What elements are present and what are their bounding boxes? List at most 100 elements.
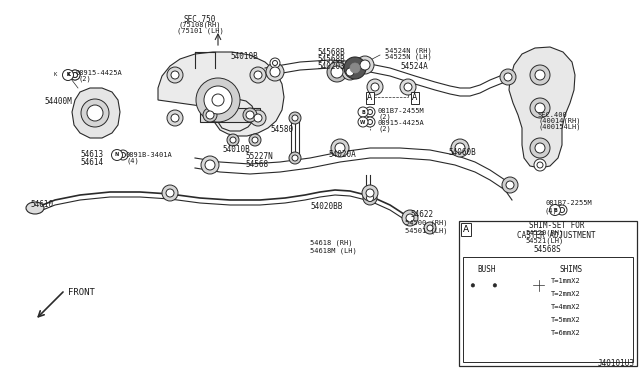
Text: N: N	[115, 153, 119, 157]
Circle shape	[81, 99, 109, 127]
Text: (4): (4)	[126, 158, 139, 164]
Circle shape	[196, 78, 240, 122]
Text: (2): (2)	[378, 126, 391, 132]
Circle shape	[371, 83, 379, 91]
Circle shape	[557, 205, 567, 215]
Circle shape	[212, 94, 224, 106]
Circle shape	[356, 56, 374, 74]
Text: 54568S: 54568S	[534, 245, 562, 254]
Circle shape	[70, 70, 80, 80]
Circle shape	[266, 63, 284, 81]
Text: J40101U3: J40101U3	[598, 359, 635, 368]
Circle shape	[273, 61, 278, 65]
Text: 54521(LH): 54521(LH)	[525, 237, 563, 244]
Text: 081B7-2255M: 081B7-2255M	[545, 200, 592, 206]
Circle shape	[406, 214, 414, 222]
Circle shape	[289, 112, 301, 124]
Text: 54010B: 54010B	[222, 145, 250, 154]
Text: (2): (2)	[78, 76, 91, 83]
Circle shape	[502, 177, 518, 193]
Circle shape	[559, 208, 564, 212]
Circle shape	[327, 62, 347, 82]
Circle shape	[534, 159, 546, 171]
Text: 54613: 54613	[80, 150, 103, 159]
Circle shape	[167, 67, 183, 83]
Text: (75101 (LH): (75101 (LH)	[177, 28, 223, 35]
Circle shape	[70, 70, 80, 80]
Text: 54520(RH): 54520(RH)	[525, 230, 563, 237]
Circle shape	[120, 153, 125, 157]
Circle shape	[363, 191, 377, 205]
Text: W: W	[360, 119, 365, 125]
Circle shape	[366, 189, 374, 197]
Circle shape	[532, 278, 546, 292]
Text: 54614: 54614	[80, 158, 103, 167]
Circle shape	[292, 115, 298, 121]
Text: A: A	[463, 225, 469, 234]
Text: BUSH: BUSH	[477, 265, 496, 274]
Text: 54618M (LH): 54618M (LH)	[310, 247, 356, 253]
Circle shape	[362, 185, 378, 201]
Circle shape	[252, 137, 258, 143]
Text: 54400M: 54400M	[44, 97, 72, 106]
Circle shape	[400, 79, 416, 95]
Text: 54568B: 54568B	[317, 48, 345, 57]
Circle shape	[466, 278, 480, 292]
Bar	[200, 108, 260, 122]
Circle shape	[289, 152, 301, 164]
Circle shape	[404, 83, 412, 91]
Circle shape	[342, 64, 358, 80]
Circle shape	[344, 57, 366, 79]
Circle shape	[358, 107, 368, 117]
Text: (4): (4)	[545, 207, 557, 214]
Text: 081B7-2455M: 081B7-2455M	[378, 108, 425, 114]
Text: 54020A: 54020A	[328, 150, 356, 159]
Circle shape	[63, 70, 73, 80]
Circle shape	[171, 114, 179, 122]
Text: 55227N: 55227N	[245, 152, 273, 161]
Circle shape	[424, 222, 436, 234]
Circle shape	[365, 117, 375, 127]
Bar	[459, 221, 637, 366]
Circle shape	[335, 143, 345, 153]
Circle shape	[208, 90, 228, 110]
Circle shape	[166, 189, 174, 197]
Circle shape	[535, 143, 545, 153]
Text: K: K	[53, 72, 56, 77]
Circle shape	[451, 139, 469, 157]
Circle shape	[206, 111, 214, 119]
Text: 54010B: 54010B	[230, 52, 258, 61]
Circle shape	[358, 117, 368, 127]
Text: 54525N (LH): 54525N (LH)	[385, 54, 432, 61]
Text: T=1mmX2: T=1mmX2	[551, 278, 580, 284]
Circle shape	[535, 70, 545, 80]
Circle shape	[254, 114, 262, 122]
Circle shape	[402, 210, 418, 226]
Circle shape	[254, 71, 262, 79]
Circle shape	[506, 181, 514, 189]
Circle shape	[246, 111, 254, 119]
Text: (400154LH): (400154LH)	[538, 124, 580, 131]
Circle shape	[167, 110, 183, 126]
Text: T=2mmX2: T=2mmX2	[551, 291, 580, 297]
Circle shape	[201, 156, 219, 174]
Circle shape	[346, 68, 354, 76]
Circle shape	[72, 73, 77, 77]
Text: 54524N (RH): 54524N (RH)	[385, 48, 432, 55]
Text: SEC.400: SEC.400	[538, 112, 568, 118]
Circle shape	[72, 73, 77, 77]
Circle shape	[270, 67, 280, 77]
Text: K: K	[66, 73, 70, 77]
Circle shape	[504, 73, 512, 81]
Circle shape	[162, 185, 178, 201]
Circle shape	[491, 281, 499, 289]
Circle shape	[427, 225, 433, 231]
Text: T=5mmX2: T=5mmX2	[551, 317, 580, 323]
Text: FRONT: FRONT	[68, 288, 95, 297]
Text: 54501 (LH): 54501 (LH)	[405, 227, 447, 234]
Circle shape	[471, 283, 475, 287]
Text: 54060B: 54060B	[448, 148, 476, 157]
Circle shape	[350, 63, 360, 73]
Circle shape	[468, 281, 477, 289]
Circle shape	[530, 98, 550, 118]
